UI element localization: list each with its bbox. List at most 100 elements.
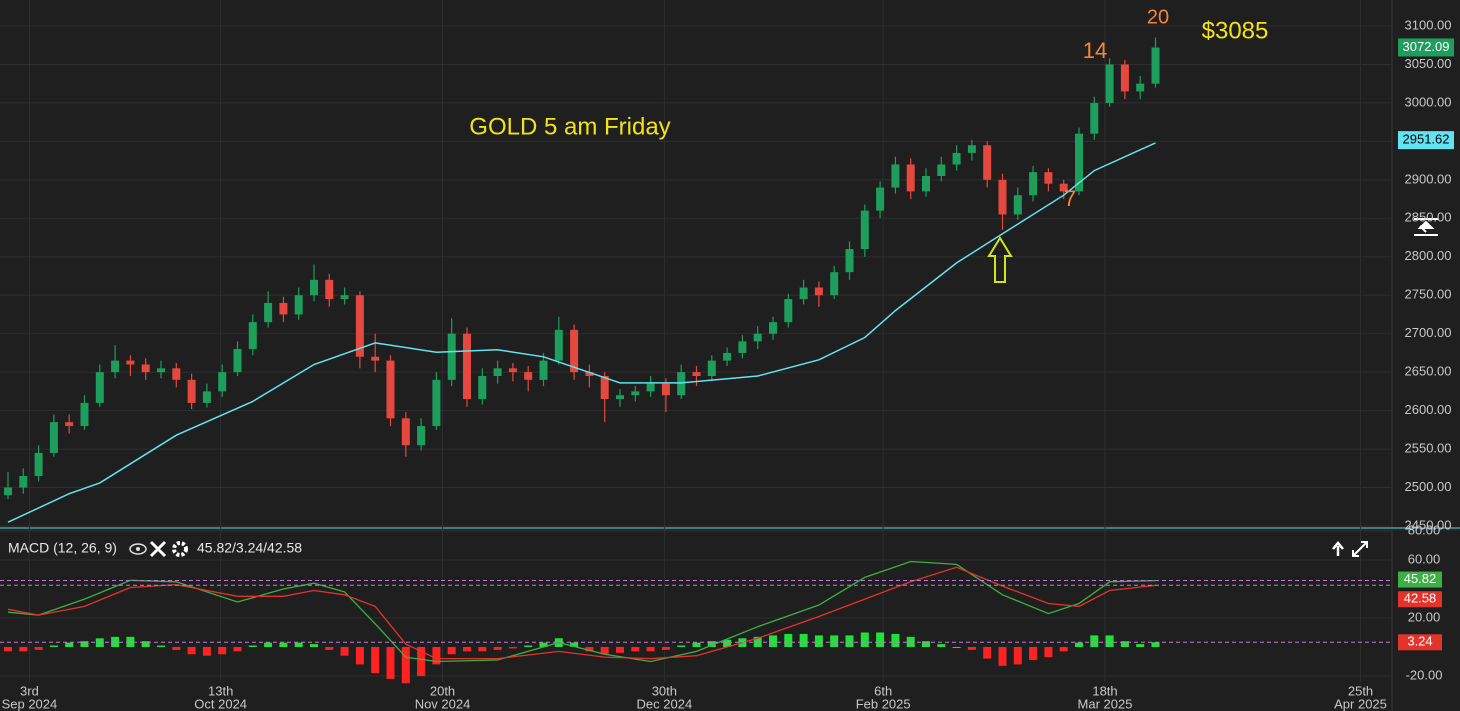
- macd-histogram-bar: [830, 635, 839, 647]
- candle-body: [49, 422, 58, 453]
- candle-body: [294, 295, 303, 315]
- macd-histogram-bar: [233, 647, 242, 652]
- x-tick-sublabel: Nov 2024: [415, 696, 471, 711]
- macd-histogram-bar: [860, 632, 869, 647]
- candle-body: [1136, 83, 1145, 92]
- candle-body: [463, 333, 471, 400]
- y-tick-label: 2500.00: [1405, 479, 1452, 494]
- eye-pupil: [136, 547, 140, 551]
- scale-icon[interactable]: [1414, 218, 1438, 236]
- candle-body: [371, 356, 380, 361]
- macd-histogram-bar: [417, 647, 426, 676]
- macd-histogram-bar: [80, 641, 89, 647]
- candle-body: [937, 164, 946, 176]
- macd-histogram-bar: [294, 642, 303, 647]
- candle-body: [1075, 133, 1083, 192]
- candle-body: [233, 349, 242, 373]
- macd-histogram-bar: [463, 647, 471, 652]
- value-label-box: [1398, 591, 1442, 608]
- price-label: 2951.62: [1403, 132, 1450, 147]
- candle-body: [172, 368, 181, 380]
- macd-histogram-bar: [1059, 647, 1068, 652]
- macd-histogram-bar: [570, 642, 579, 647]
- macd-histogram-bar: [386, 647, 395, 679]
- value-label-box: [1398, 634, 1442, 651]
- x-tick-label: 3rd: [20, 683, 39, 698]
- macd-histogram-bar: [478, 647, 487, 652]
- candle-body: [447, 333, 456, 380]
- price-label-box: [1398, 131, 1454, 150]
- macd-histogram-bar: [126, 636, 135, 647]
- candle-body: [830, 272, 839, 296]
- candle-body: [187, 379, 196, 403]
- macd-histogram-bar: [508, 647, 517, 649]
- candle-body: [478, 376, 487, 400]
- y-tick-label: 2650.00: [1405, 364, 1452, 379]
- candle-body: [769, 322, 777, 334]
- candle-body: [111, 360, 120, 373]
- y-tick-label: 3050.00: [1405, 56, 1452, 71]
- macd-histogram-bar: [325, 647, 334, 650]
- macd-histogram-bar: [1013, 647, 1022, 665]
- macd-histogram-bar: [646, 647, 655, 652]
- x-tick-sublabel: Apr 2025: [1334, 696, 1387, 711]
- macd-histogram-bar: [539, 642, 548, 647]
- candle-body: [539, 360, 548, 380]
- value-label: 42.58: [1404, 591, 1437, 606]
- move-up-icon[interactable]: [1332, 541, 1344, 556]
- macd-histogram-bar: [157, 645, 165, 647]
- macd-title: MACD (12, 26, 9): [8, 540, 117, 556]
- marks: [0, 37, 1392, 684]
- candle-body: [1151, 47, 1160, 84]
- macd-histogram-bar: [692, 642, 701, 647]
- macd-histogram-bar: [1044, 647, 1053, 658]
- macd-histogram-bar: [585, 647, 594, 652]
- value-label-box: [1398, 571, 1442, 588]
- candle-body: [1105, 64, 1114, 103]
- macd-histogram-bar: [1136, 644, 1145, 647]
- x-tick-label: 25th: [1348, 683, 1373, 698]
- candle-body: [264, 302, 273, 323]
- macd-histogram-bar: [493, 647, 502, 650]
- macd-histogram-bar: [1151, 642, 1160, 647]
- candle-body: [95, 372, 104, 403]
- candle-body: [860, 210, 869, 250]
- candle-body: [248, 322, 257, 350]
- expand-icon[interactable]: [1352, 541, 1368, 557]
- grid: [0, 0, 1392, 682]
- macd-histogram-bar: [891, 633, 900, 647]
- macd-histogram-bar: [937, 644, 946, 647]
- macd-histogram-bar: [784, 633, 793, 647]
- candle-body: [355, 295, 364, 357]
- candle-body: [784, 299, 793, 323]
- annotation: $3085: [1202, 17, 1269, 44]
- macd-histogram-bar: [1090, 635, 1099, 647]
- candle-body: [65, 422, 74, 426]
- candle-body: [1090, 102, 1099, 134]
- macd-histogram-bar: [983, 647, 992, 659]
- macd-histogram-bar: [279, 642, 288, 647]
- candle-body: [126, 360, 135, 365]
- value-label: 45.82: [1404, 571, 1437, 586]
- candle-body: [417, 426, 426, 446]
- x-tick-sublabel: Sep 2024: [2, 696, 58, 711]
- candle-body: [891, 164, 900, 188]
- macd-histogram-bar: [922, 641, 930, 647]
- macd-histogram-bar: [1120, 641, 1129, 647]
- settings-icon[interactable]: [172, 541, 188, 557]
- candle-body: [585, 372, 594, 376]
- close-icon[interactable]: [149, 540, 167, 558]
- macd-histogram-bar: [600, 647, 609, 655]
- eye-icon[interactable]: [129, 543, 147, 555]
- candle-body: [401, 418, 410, 446]
- candle-body: [386, 360, 395, 419]
- candle-body: [340, 295, 349, 300]
- candle-body: [600, 376, 609, 400]
- x-tick-label: 13th: [208, 683, 233, 698]
- candle-body: [814, 287, 823, 296]
- macd-histogram-bar: [4, 647, 12, 652]
- macd-tick-label: 80.00: [1408, 522, 1441, 537]
- macd-histogram-bar: [49, 645, 58, 647]
- macd-histogram-bar: [677, 645, 686, 647]
